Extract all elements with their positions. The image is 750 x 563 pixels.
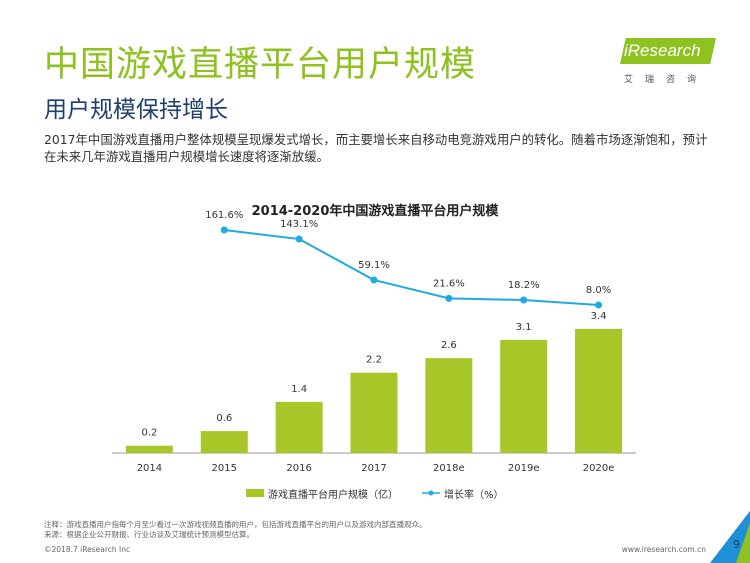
bar-2015 — [200, 431, 248, 453]
growth-point-2019e — [520, 296, 528, 304]
bar-2019e — [500, 339, 548, 453]
growth-point-2020e — [595, 301, 603, 309]
growth-label-2020e: 8.0% — [586, 285, 611, 296]
legend-bar-swatch — [246, 489, 264, 497]
x-tick-2014: 2014 — [137, 463, 162, 474]
iresearch-logo: iResearch 艾瑞咨询 — [614, 38, 716, 88]
footnote-source: 来源：根据企业公开财报、行业访谈及艾瑞统计预测模型估算。 — [44, 530, 254, 539]
bar-2016 — [275, 401, 323, 453]
chart-title: 2014-2020年中国游戏直播平台用户规模 — [251, 204, 499, 219]
page-subtitle: 用户规模保持增长 — [44, 97, 228, 123]
page-description: 2017年中国游戏直播用户整体规模呈现爆发式增长，而主要增长来自移动电竞游戏用户… — [44, 132, 708, 164]
growth-label-2015: 161.6% — [205, 210, 243, 221]
logo-badge — [620, 38, 716, 64]
footnote-note: 注释：游戏直播用户指每个月至少看过一次游戏视频直播的用户，包括游戏直播平台的用户… — [44, 520, 427, 529]
bar-label-2014: 0.2 — [141, 428, 157, 439]
x-tick-2019e: 2019e — [508, 463, 540, 474]
x-tick-2017: 2017 — [361, 463, 386, 474]
logo-name: iResearch — [624, 41, 701, 60]
x-tick-2015: 2015 — [212, 463, 237, 474]
growth-label-2017: 59.1% — [358, 260, 390, 271]
bar-label-2020e: 3.4 — [591, 311, 607, 322]
x-tick-2016: 2016 — [286, 463, 311, 474]
bar-label-2017: 2.2 — [366, 355, 382, 366]
bar-2018e — [425, 358, 473, 453]
growth-point-2018e — [445, 294, 453, 302]
corner-decoration — [710, 511, 750, 563]
growth-label-2016: 143.1% — [280, 219, 318, 230]
x-tick-2020e: 2020e — [583, 463, 615, 474]
legend-line-label: 增长率（%） — [444, 490, 504, 501]
legend-line-swatch — [422, 490, 440, 496]
bar-label-2015: 0.6 — [216, 413, 232, 424]
bar-label-2018e: 2.6 — [441, 340, 457, 351]
website-link[interactable]: www.iresearch.com.cn — [621, 545, 706, 554]
footnote: 注释：游戏直播用户指每个月至少看过一次游戏视频直播的用户，包括游戏直播平台的用户… — [44, 520, 427, 540]
growth-line — [224, 229, 599, 306]
bar-2014 — [125, 445, 173, 453]
growth-point-2015 — [220, 226, 228, 234]
x-tick-2018e: 2018e — [433, 463, 465, 474]
page-title: 中国游戏直播平台用户规模 — [44, 45, 477, 85]
bar-label-2019e: 3.1 — [516, 322, 532, 333]
growth-label-2019e: 18.2% — [508, 280, 540, 291]
growth-label-2018e: 21.6% — [433, 278, 465, 289]
legend-bar-label: 游戏直播平台用户规模（亿） — [268, 490, 398, 501]
copyright: ©2018.7 iResearch Inc — [44, 545, 131, 554]
growth-point-2017 — [370, 276, 378, 284]
page-number: 9 — [733, 538, 740, 551]
growth-point-2016 — [295, 235, 303, 243]
bar-label-2016: 1.4 — [291, 384, 307, 395]
chart-legend: 游戏直播平台用户规模（亿） 增长率（%） — [0, 485, 750, 501]
bar-2017 — [350, 372, 398, 453]
logo-subtitle: 艾瑞咨询 — [624, 75, 709, 85]
bar-2020e — [575, 328, 623, 453]
